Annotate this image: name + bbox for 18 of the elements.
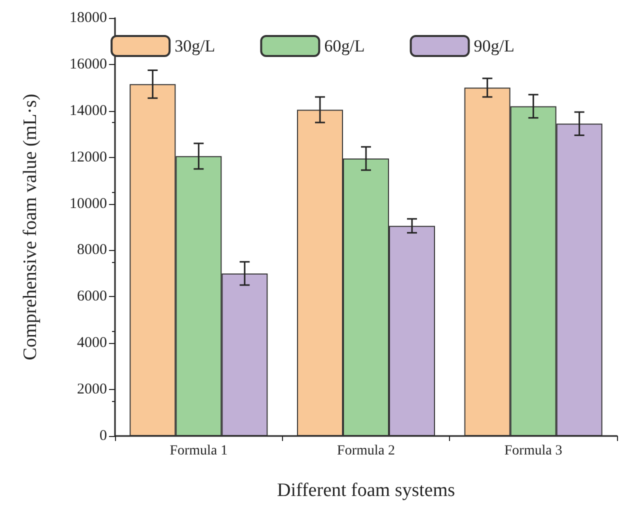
legend-label: 30g/L bbox=[174, 36, 216, 56]
x-tick-label: Formula 3 bbox=[504, 444, 562, 458]
legend-label: 90g/L bbox=[474, 36, 514, 56]
y-tick-label: 18000 bbox=[70, 10, 107, 26]
y-tick-label: 12000 bbox=[70, 149, 107, 166]
y-axis-title: Comprehensive foam value (mL·s) bbox=[20, 94, 41, 360]
y-tick-label: 2000 bbox=[77, 382, 107, 398]
x-axis-title: Different foam systems bbox=[277, 480, 455, 501]
x-tick-label: Formula 1 bbox=[170, 444, 228, 458]
y-tick-label: 10000 bbox=[70, 196, 107, 212]
y-tick-label: 0 bbox=[100, 428, 107, 444]
y-tick-label: 6000 bbox=[77, 288, 107, 305]
y-tick-label: 8000 bbox=[77, 242, 107, 258]
y-tick-label: 16000 bbox=[70, 56, 107, 72]
x-tick-label: Formula 2 bbox=[337, 444, 395, 458]
legend-label: 60g/L bbox=[324, 36, 365, 56]
y-tick-label: 14000 bbox=[70, 102, 107, 119]
y-tick-label: 4000 bbox=[77, 335, 107, 352]
